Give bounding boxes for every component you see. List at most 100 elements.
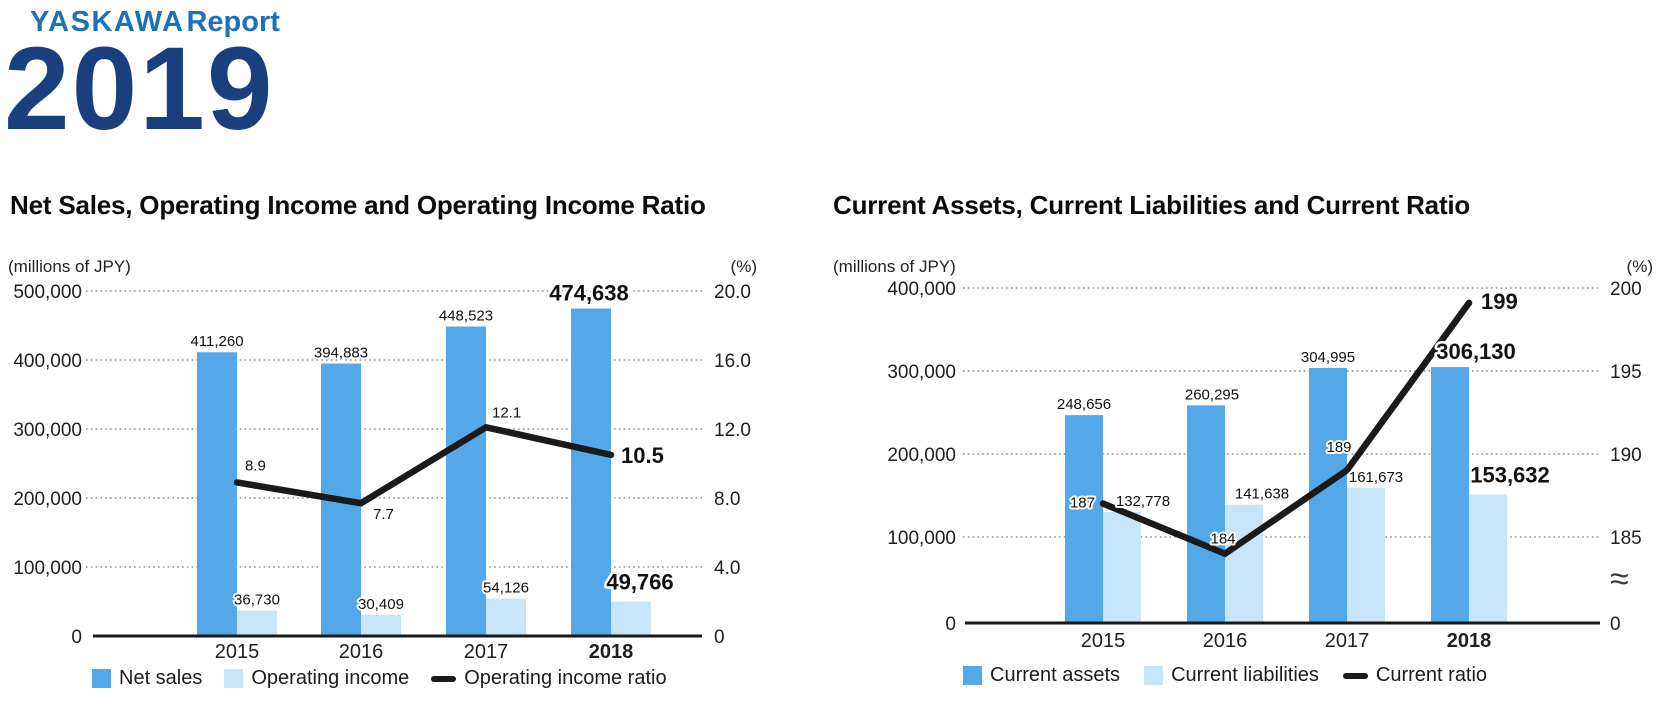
left-axis-tick: 400,000 [13, 351, 82, 372]
chart2-legend: Current assets Current liabilities Curre… [963, 664, 1487, 687]
left-axis-tick: 500,000 [13, 282, 82, 303]
logo-brand-text: YASKAWA [30, 6, 185, 38]
x-axis-label-2015: 2015 [1081, 630, 1126, 652]
right-axis-tick: 16.0 [714, 351, 751, 372]
bar-current-liabilities-2016 [1225, 504, 1263, 623]
right-axis-tick: 185 [1610, 528, 1642, 549]
left-axis-tick: 0 [71, 627, 82, 648]
value-label-operating-income-ratio-2017: 12.1 [492, 404, 521, 421]
left-axis-tick: 100,000 [887, 528, 956, 549]
value-label-current-ratio-2018: 199 [1481, 289, 1518, 314]
current-assets-swatch-icon [963, 666, 982, 685]
x-axis-label-2016: 2016 [339, 641, 384, 663]
value-label-current-ratio-2016: 184 [1210, 531, 1235, 548]
current-liabilities-swatch-icon [1144, 666, 1164, 685]
value-label-operating-income-ratio-2015: 8.9 [245, 457, 266, 474]
chart2-title: Current Assets, Current Liabilities and … [833, 190, 1471, 220]
bar-current-assets-2016 [1187, 405, 1225, 623]
operating-income-ratio-line-icon [431, 675, 457, 682]
value-label-net-sales-2018: 474,638 [549, 280, 629, 305]
left-axis-tick: 100,000 [13, 558, 82, 579]
x-axis-label-2015: 2015 [215, 641, 260, 663]
bar-operating-income-2015 [237, 610, 277, 636]
chart2-right-axis-unit: (%) [1626, 257, 1653, 276]
x-axis-label-2017: 2017 [464, 641, 509, 663]
bar-current-assets-2015 [1065, 415, 1103, 623]
value-label-current-liabilities-2016: 141,638 [1235, 486, 1289, 503]
bar-operating-income-2018 [611, 601, 651, 636]
value-label-current-assets-2018: 306,130 [1436, 339, 1516, 364]
value-label-current-assets-2015: 248,656 [1057, 396, 1111, 413]
x-axis-label-2018: 2018 [589, 641, 634, 663]
bar-net-sales-2017 [446, 326, 486, 636]
axis-break-symbol: ≈ [1610, 560, 1629, 598]
bar-net-sales-2015 [197, 352, 237, 636]
right-axis-tick: 200 [1610, 279, 1642, 300]
legend-item-current-liabilities: Current liabilities [1144, 664, 1319, 687]
legend-label: Current assets [990, 664, 1121, 686]
value-label-operating-income-2018: 49,766 [606, 570, 673, 595]
bar-current-liabilities-2015 [1103, 511, 1141, 623]
legend-label: Current liabilities [1171, 664, 1319, 686]
left-axis-tick: 0 [945, 614, 956, 635]
bar-operating-income-2016 [361, 615, 401, 636]
right-axis-tick: 190 [1610, 445, 1642, 466]
value-label-current-liabilities-2015: 132,778 [1116, 493, 1170, 510]
bar-current-liabilities-2017 [1347, 487, 1385, 623]
current-ratio-line-icon [1342, 672, 1368, 679]
value-label-current-liabilities-2018: 153,632 [1470, 463, 1550, 488]
legend-item-net-sales: Net sales [92, 667, 202, 690]
line-current-ratio [1099, 299, 1473, 558]
right-axis-tick: 8.0 [714, 489, 740, 510]
bar-current-liabilities-2018 [1469, 494, 1507, 623]
right-axis-tick: 195 [1610, 362, 1642, 383]
legend-item-operating-income: Operating income [224, 667, 409, 690]
x-axis-label-2018: 2018 [1447, 630, 1492, 652]
value-label-current-liabilities-2017: 161,673 [1349, 469, 1403, 486]
value-label-operating-income-ratio-2018: 10.5 [621, 443, 664, 468]
value-label-current-ratio-2015: 187 [1070, 495, 1095, 512]
legend-label: Operating income [251, 667, 410, 689]
yaskawa-report-logo: YASKAWAReport [30, 6, 280, 39]
chart1-title: Net Sales, Operating Income and Operatin… [10, 190, 706, 220]
left-axis-tick: 200,000 [887, 445, 956, 466]
bar-operating-income-2017 [486, 598, 526, 636]
legend-item-current-assets: Current assets [963, 664, 1120, 687]
logo-year-text: 2019 [4, 23, 275, 155]
logo-suffix-text: Report [186, 6, 280, 38]
x-axis-label-2017: 2017 [1325, 630, 1370, 652]
line-operating-income-ratio [233, 423, 615, 507]
right-axis-tick: 0 [714, 627, 725, 648]
value-label-operating-income-2015: 36,730 [234, 592, 280, 609]
value-label-net-sales-2016: 394,883 [314, 345, 368, 362]
operating-income-swatch-icon [224, 669, 244, 688]
chart1-left-axis-unit: (millions of JPY) [8, 257, 131, 276]
chart2-left-axis-unit: (millions of JPY) [833, 257, 956, 276]
value-label-current-ratio-2017: 189 [1326, 439, 1351, 456]
x-axis-label-2016: 2016 [1203, 630, 1248, 652]
left-axis-tick: 300,000 [13, 420, 82, 441]
value-label-operating-income-2016: 30,409 [358, 596, 404, 613]
value-label-net-sales-2015: 411,260 [190, 333, 243, 350]
legend-label: Operating income ratio [464, 667, 667, 689]
left-axis-tick: 300,000 [887, 362, 956, 383]
left-axis-tick: 400,000 [887, 279, 956, 300]
legend-label: Current ratio [1375, 664, 1488, 686]
right-axis-tick: 4.0 [714, 558, 740, 579]
value-label-operating-income-2017: 54,126 [483, 580, 529, 597]
value-label-current-assets-2016: 260,295 [1185, 386, 1239, 403]
value-label-net-sales-2017: 448,523 [439, 308, 493, 325]
legend-item-current-ratio: Current ratio [1342, 664, 1488, 687]
bar-net-sales-2018 [571, 308, 611, 636]
net-sales-swatch-icon [92, 669, 111, 688]
right-axis-tick: 12.0 [714, 420, 751, 441]
bar-current-assets-2018 [1431, 367, 1469, 623]
legend-label: Net sales [119, 667, 203, 689]
left-axis-tick: 200,000 [13, 489, 82, 510]
chart1-legend: Net sales Operating income Operating inc… [92, 667, 667, 690]
right-axis-tick: 20.0 [714, 282, 751, 303]
right-axis-tick: 0 [1610, 614, 1621, 635]
value-label-operating-income-ratio-2016: 7.7 [373, 506, 394, 523]
